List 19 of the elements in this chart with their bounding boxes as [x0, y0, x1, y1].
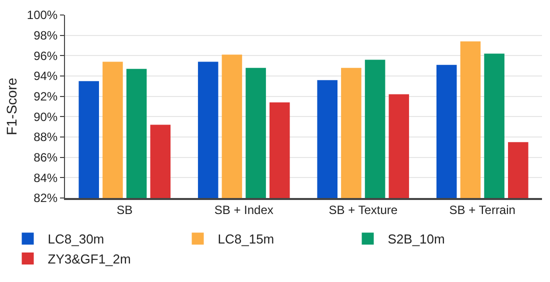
x-tick-label: SB + Texture [328, 203, 398, 218]
y-tick-label: 88% [34, 130, 58, 144]
x-tick-label: SB + Index [214, 203, 274, 218]
legend-label: LC8_30m [48, 232, 104, 247]
y-tick-label: 98% [34, 28, 58, 43]
y-tick-label: 90% [34, 110, 58, 124]
y-tick-label: 82% [34, 191, 58, 206]
legend-label: ZY3&GF1_2m [48, 252, 131, 267]
y-tick-label: 96% [34, 48, 58, 63]
legend-label: S2B_10m [388, 232, 445, 247]
y-tick-label: 92% [34, 90, 58, 104]
x-tick-label: SB [116, 203, 133, 218]
x-tick-label: SB + Terrain [449, 203, 516, 218]
y-tick-label: 100% [26, 8, 58, 22]
y-tick-label: 84% [34, 170, 58, 185]
y-tick-label: 94% [34, 69, 58, 84]
y-axis-title: F1-Score [3, 78, 20, 136]
legend-label: LC8_15m [218, 232, 274, 247]
y-tick-label: 86% [34, 150, 58, 165]
